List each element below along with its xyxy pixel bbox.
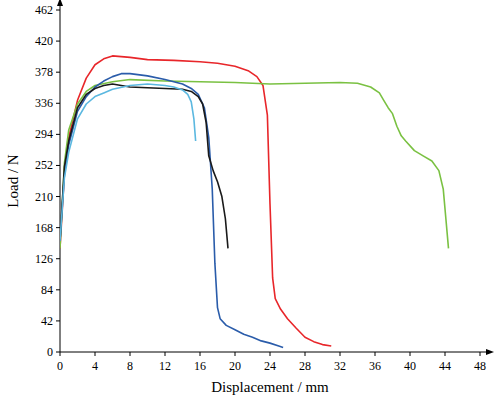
series-line: [60, 84, 196, 241]
x-tick: [445, 352, 446, 356]
x-tick: [165, 352, 166, 356]
x-axis-label: Displacement / mm: [211, 379, 329, 395]
y-tick: [56, 320, 60, 321]
x-tick: [480, 352, 481, 356]
x-tick-label: 16: [194, 359, 206, 373]
y-tick-label: 378: [35, 65, 53, 79]
series-line: [60, 80, 449, 249]
x-tick-label: 36: [369, 359, 381, 373]
x-tick: [340, 352, 341, 356]
y-tick-label: 294: [35, 127, 53, 141]
x-tick: [200, 352, 201, 356]
x-tick-label: 32: [334, 359, 346, 373]
x-tick-label: 12: [159, 359, 171, 373]
x-tick-label: 44: [439, 359, 451, 373]
x-tick: [375, 352, 376, 356]
chart: 0428412616821025229433637842046204812162…: [0, 0, 500, 403]
y-tick: [56, 72, 60, 73]
y-tick-label: 336: [35, 96, 53, 110]
x-tick-label: 0: [57, 359, 63, 373]
x-tick: [60, 352, 61, 356]
x-tick: [235, 352, 236, 356]
x-axis: [60, 352, 490, 353]
y-axis-label: Load / N: [5, 154, 21, 207]
y-tick: [56, 289, 60, 290]
y-tick-label: 252: [35, 158, 53, 172]
y-axis: [60, 2, 61, 352]
x-tick-label: 48: [474, 359, 486, 373]
y-tick-label: 462: [35, 3, 53, 17]
y-tick: [56, 165, 60, 166]
x-tick: [270, 352, 271, 356]
y-tick: [56, 103, 60, 104]
y-tick-label: 420: [35, 34, 53, 48]
y-tick: [56, 352, 60, 353]
x-tick: [95, 352, 96, 356]
y-tick: [56, 134, 60, 135]
x-tick-label: 4: [92, 359, 98, 373]
x-tick: [410, 352, 411, 356]
y-tick: [56, 258, 60, 259]
series-line: [60, 74, 283, 348]
x-tick-label: 20: [229, 359, 241, 373]
y-tick-label: 84: [41, 283, 53, 297]
x-tick: [130, 352, 131, 356]
y-tick-label: 126: [35, 252, 53, 266]
series-line: [60, 84, 228, 248]
x-tick-label: 40: [404, 359, 416, 373]
plot-area: [60, 56, 449, 348]
x-tick-label: 8: [127, 359, 133, 373]
x-tick: [305, 352, 306, 356]
y-tick: [56, 227, 60, 228]
y-tick: [56, 10, 60, 11]
y-tick: [56, 196, 60, 197]
series-line: [60, 56, 331, 346]
y-tick-label: 168: [35, 221, 53, 235]
y-tick-label: 210: [35, 190, 53, 204]
y-tick: [56, 41, 60, 42]
x-tick-label: 28: [299, 359, 311, 373]
x-tick-label: 24: [264, 359, 276, 373]
y-tick-label: 0: [47, 345, 53, 359]
y-tick-label: 42: [41, 314, 53, 328]
